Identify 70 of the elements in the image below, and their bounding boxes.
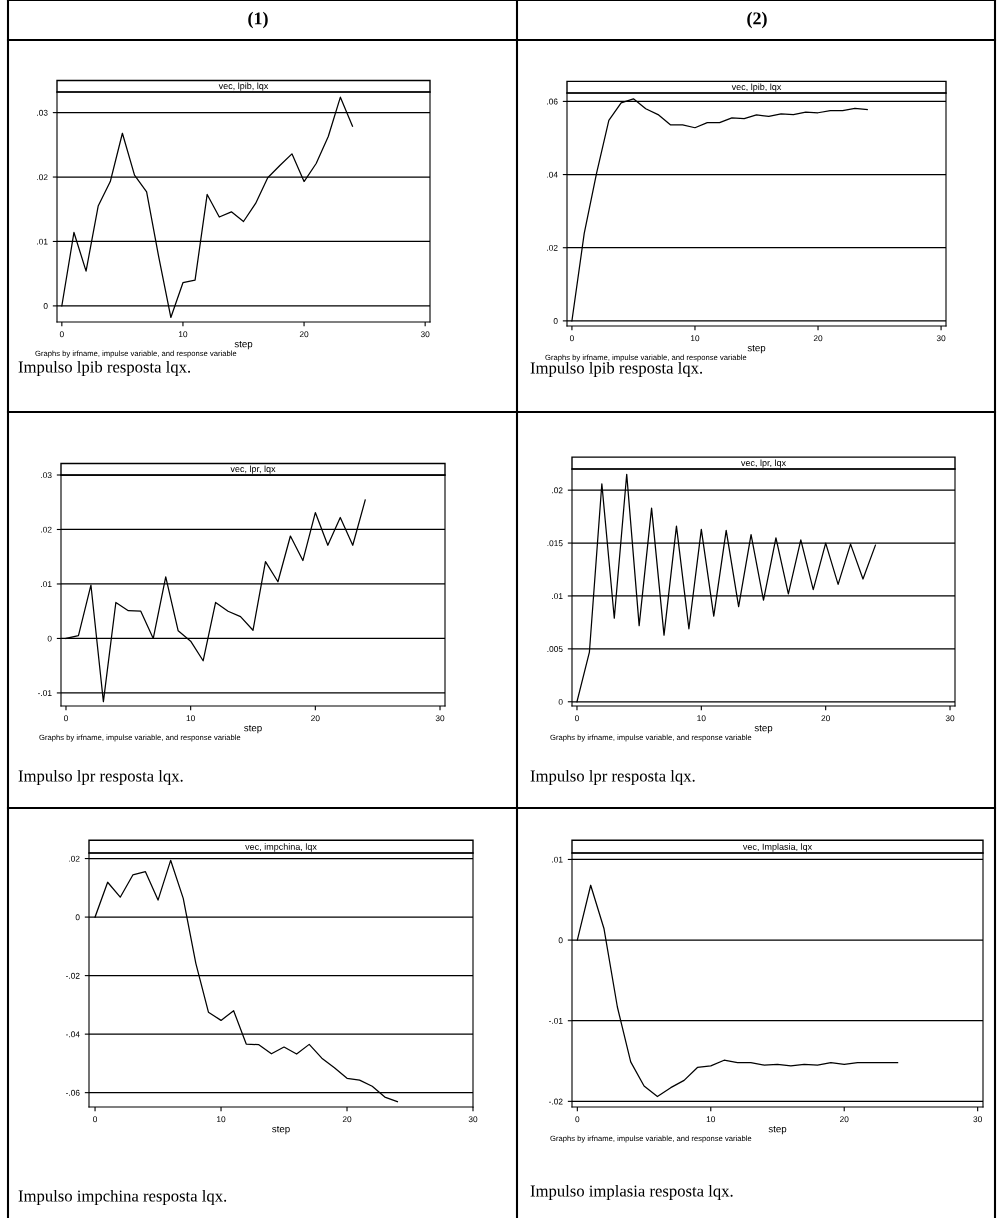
x-tick-label: 10 xyxy=(217,1116,226,1123)
y-tick-label: .01 xyxy=(552,856,563,863)
y-tick-label: -.02 xyxy=(548,1098,563,1105)
x-axis-title: step xyxy=(747,344,766,354)
x-tick-label: 0 xyxy=(569,335,574,342)
x-axis-title: step xyxy=(234,340,253,350)
y-tick-label: 0 xyxy=(553,318,558,324)
x-tick-label: 30 xyxy=(973,1116,982,1123)
y-tick-label: .02 xyxy=(552,487,563,494)
x-tick-label: 0 xyxy=(574,715,579,722)
y-tick-label: -.02 xyxy=(65,972,80,979)
y-tick-label: 0 xyxy=(43,303,48,309)
x-axis-title: step xyxy=(244,724,262,734)
y-tick-label: -.01 xyxy=(37,690,52,697)
chart-title: vec, impchina, lqx xyxy=(245,843,317,852)
x-axis-title: step xyxy=(754,724,773,734)
x-axis-title: step xyxy=(272,1125,290,1135)
x-tick-label: 20 xyxy=(821,715,830,722)
text: Impulso lpr resposta lqx. xyxy=(530,769,695,785)
y-tick-label: .04 xyxy=(547,171,558,178)
x-tick-label: 20 xyxy=(840,1116,849,1123)
x-tick-label: 10 xyxy=(690,335,700,342)
x-tick-label: 10 xyxy=(706,1116,716,1123)
chart-title: vec, Implasia, lqx xyxy=(742,843,813,852)
x-tick-label: 30 xyxy=(945,715,955,722)
chart-subtitle: (2) xyxy=(747,11,767,29)
text: Impulso impchina resposta lqx. xyxy=(18,1189,227,1205)
y-tick-label: .01 xyxy=(41,581,52,588)
x-tick-label: 10 xyxy=(186,715,195,722)
x-tick-label: 10 xyxy=(697,715,706,722)
x-tick-label: 20 xyxy=(813,335,823,342)
x-tick-label: 0 xyxy=(59,331,64,338)
chart-title: vec, lpib, lqx xyxy=(218,82,269,91)
x-tick-label: 30 xyxy=(936,335,946,342)
x-tick-label: 0 xyxy=(93,1116,98,1123)
text: Impulso lpr resposta lqx. xyxy=(18,769,183,785)
y-tick-label: 0 xyxy=(75,914,80,921)
chart-title: vec, lpr, lqx xyxy=(740,459,786,468)
x-tick-label: 30 xyxy=(435,715,445,722)
x-tick-label: 20 xyxy=(311,715,320,722)
chart-title: vec, lpib, lqx xyxy=(731,83,782,92)
text: Impulso lpib resposta lqx. xyxy=(530,361,703,377)
y-tick-label: 0 xyxy=(47,635,52,642)
y-tick-label: 0 xyxy=(558,937,563,944)
x-tick-label: 20 xyxy=(299,331,309,338)
chart-subtitle: (1) xyxy=(248,11,268,29)
text: Impulso implasia resposta lqx. xyxy=(530,1184,733,1200)
y-tick-label: .005 xyxy=(547,646,563,652)
y-tick-label: .01 xyxy=(37,238,48,245)
x-tick-label: 10 xyxy=(178,331,188,338)
y-tick-label: .015 xyxy=(547,540,563,547)
y-tick-label: .03 xyxy=(37,109,48,116)
y-tick-label: 0 xyxy=(558,698,563,705)
y-tick-label: -.01 xyxy=(548,1017,563,1024)
x-tick-label: 30 xyxy=(468,1116,478,1123)
x-tick-label: 20 xyxy=(342,1116,352,1123)
chart-title: vec, lpr, lqx xyxy=(230,465,276,474)
y-tick-label: .01 xyxy=(552,593,563,600)
y-tick-label: .02 xyxy=(37,174,48,181)
y-tick-label: .02 xyxy=(41,526,52,533)
x-tick-label: 30 xyxy=(420,331,430,338)
text: Impulso lpib resposta lqx. xyxy=(18,360,191,376)
y-tick-label: .06 xyxy=(547,98,558,105)
y-tick-label: .02 xyxy=(69,855,80,862)
y-tick-label: .03 xyxy=(41,472,52,479)
x-tick-label: 0 xyxy=(575,1116,580,1123)
y-tick-label: .02 xyxy=(547,244,558,251)
y-tick-label: -.04 xyxy=(65,1031,80,1038)
y-tick-label: -.06 xyxy=(65,1089,80,1096)
x-axis-title: step xyxy=(768,1125,787,1135)
